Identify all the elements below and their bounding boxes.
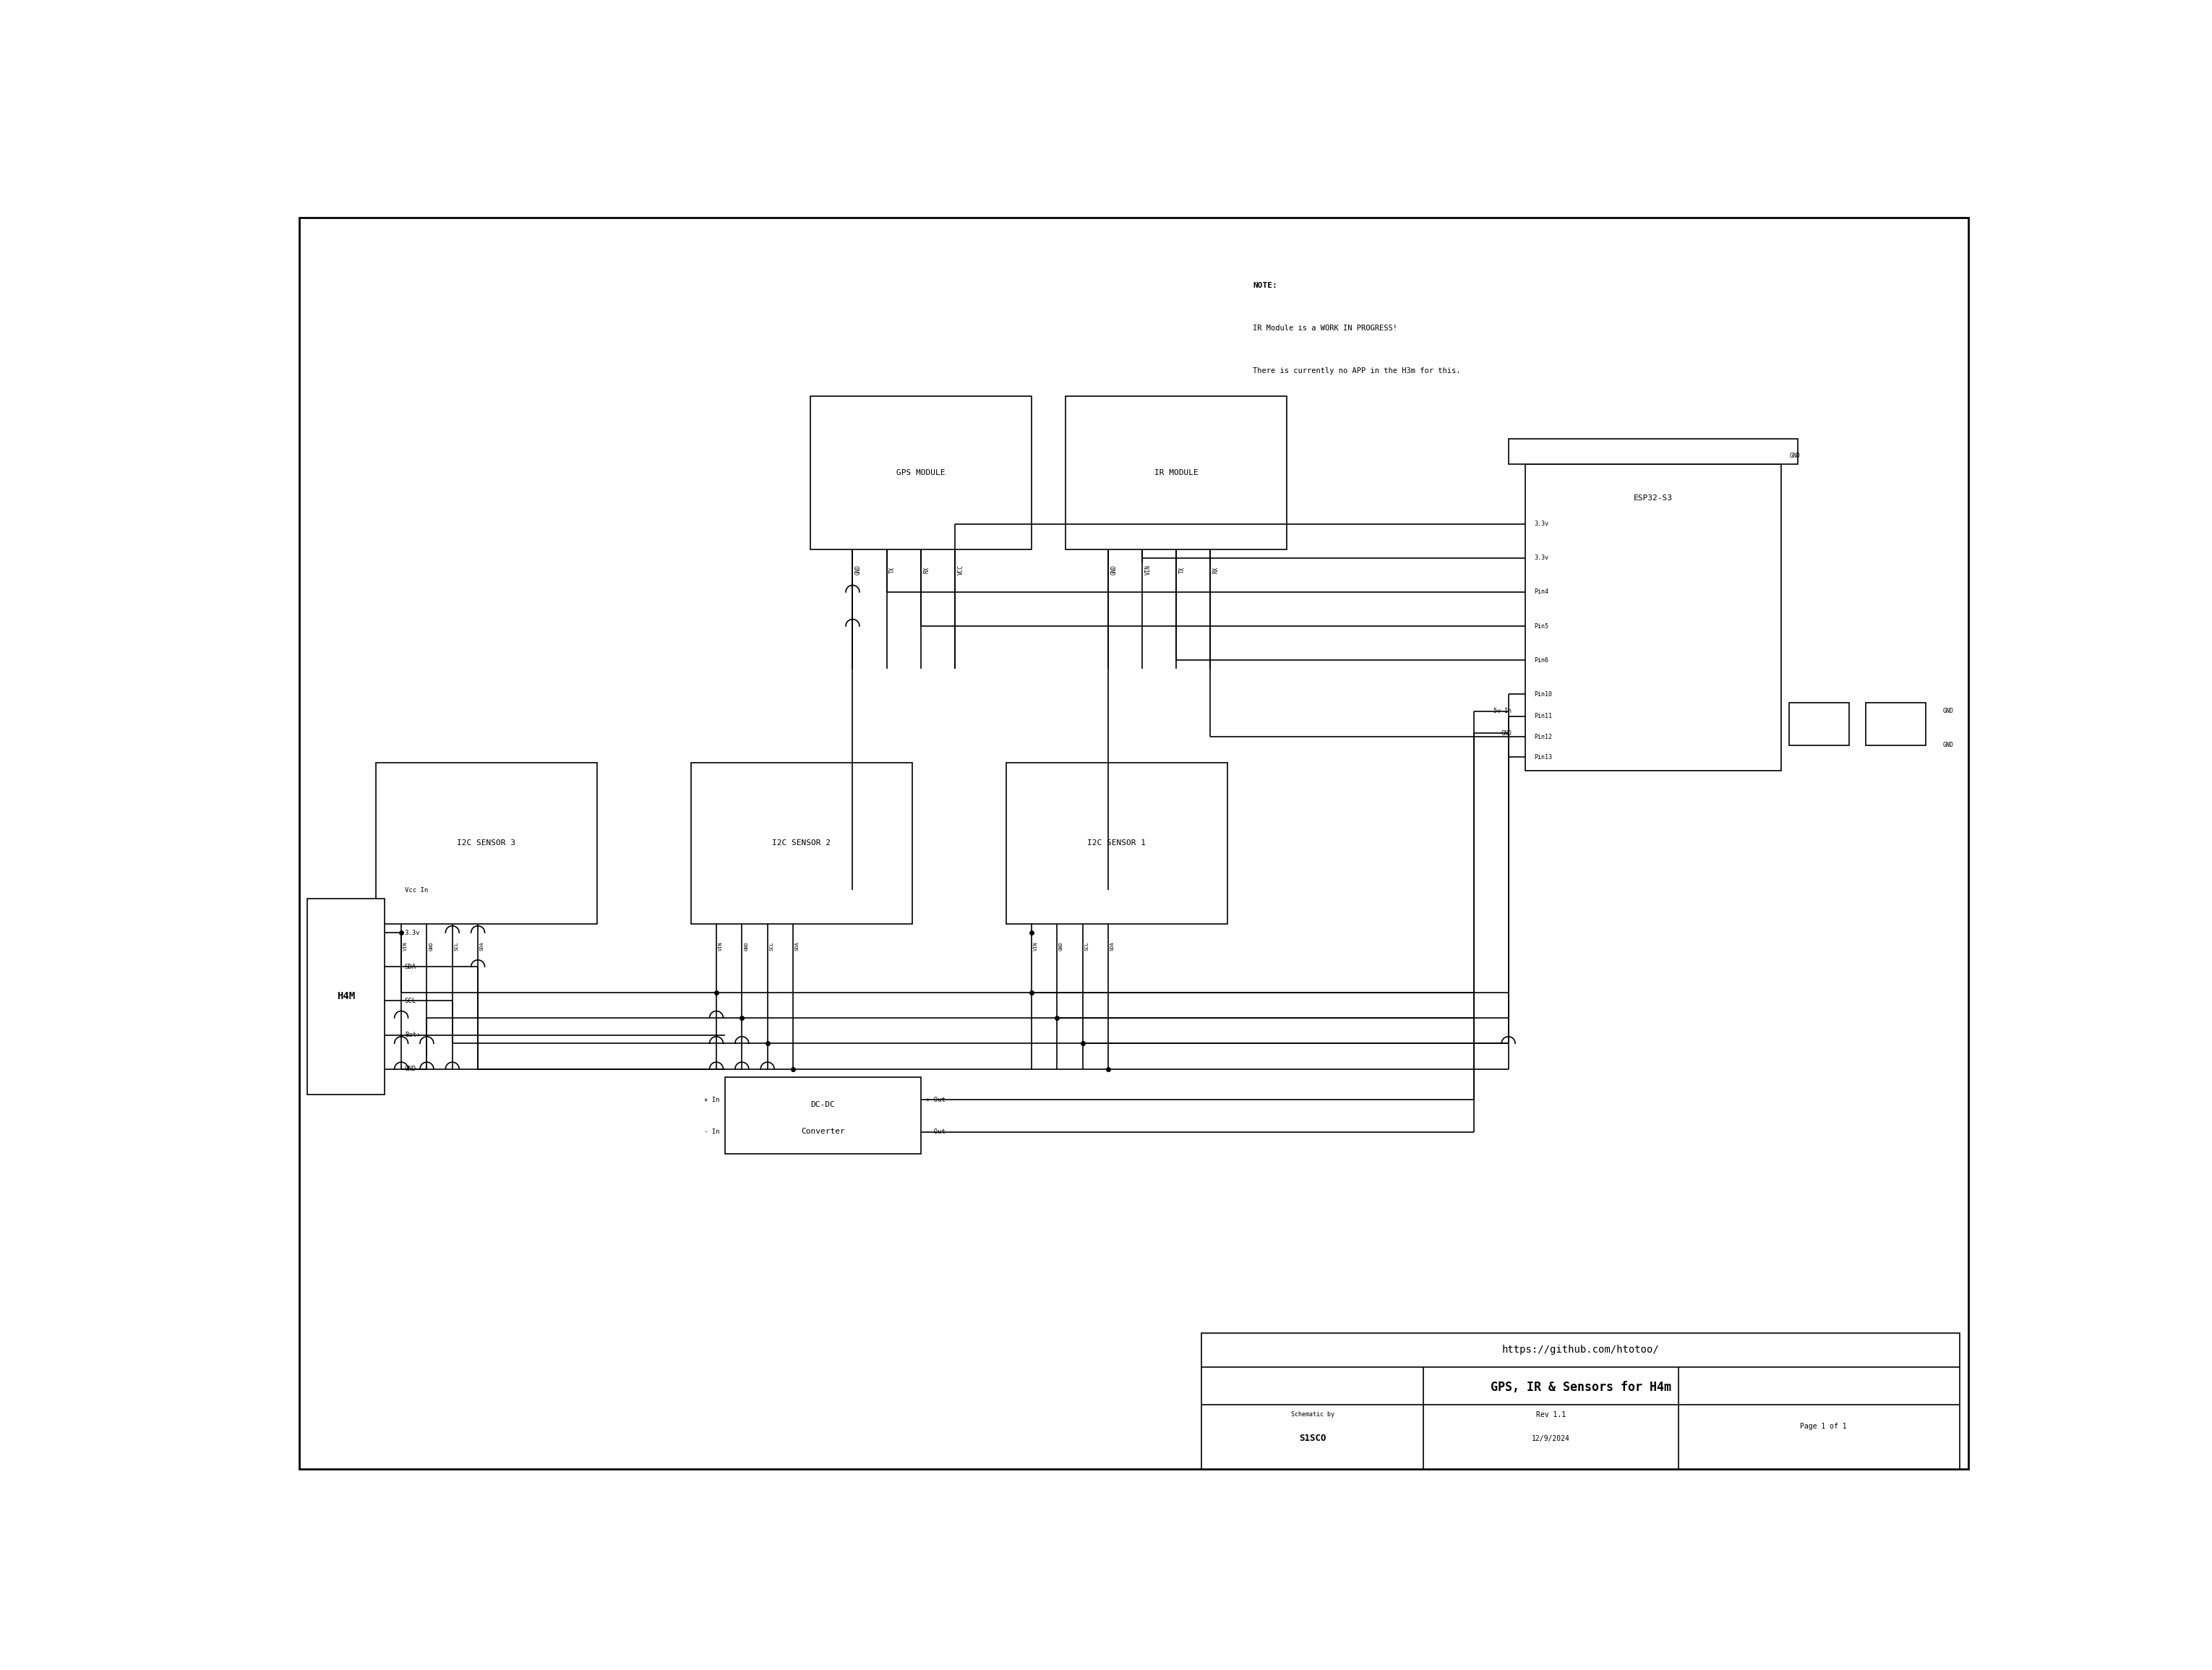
Text: GND: GND [743, 942, 748, 950]
Text: IR Module is a WORK IN PROGRESS!: IR Module is a WORK IN PROGRESS! [1252, 324, 1398, 332]
Text: - In: - In [703, 1129, 719, 1136]
Text: GPS MODULE: GPS MODULE [896, 469, 945, 476]
Bar [307, 898, 385, 1094]
Text: GND: GND [1790, 453, 1801, 459]
Text: I2C SENSOR 1: I2C SENSOR 1 [1088, 840, 1146, 847]
Text: VIN: VIN [1033, 942, 1037, 950]
Text: GND: GND [856, 564, 863, 574]
Text: GND: GND [1942, 708, 1953, 715]
Text: Pin12: Pin12 [1533, 733, 1553, 740]
Text: VIN: VIN [403, 942, 407, 950]
Text: SCL: SCL [1084, 942, 1088, 950]
Text: GND: GND [1060, 942, 1064, 950]
Text: VIN: VIN [719, 942, 723, 950]
Text: There is currently no APP in the H3m for this.: There is currently no APP in the H3m for… [1252, 367, 1460, 374]
Text: Pin6: Pin6 [1533, 656, 1548, 663]
Bar [1509, 439, 1798, 464]
Text: 3.3v: 3.3v [405, 930, 420, 935]
Text: SDA: SDA [1110, 942, 1115, 950]
Text: GND: GND [405, 1065, 416, 1072]
Text: SDA: SDA [405, 964, 416, 970]
Bar [1006, 762, 1228, 924]
Text: SDA: SDA [480, 942, 484, 950]
Text: Pin5: Pin5 [1533, 623, 1548, 630]
Bar [1526, 464, 1781, 772]
Bar [726, 1077, 920, 1154]
Text: TX: TX [889, 566, 896, 573]
Text: https://github.com/htotoo/: https://github.com/htotoo/ [1502, 1344, 1659, 1354]
Text: Bat+: Bat+ [405, 1032, 420, 1039]
Text: VCC: VCC [958, 564, 964, 574]
Text: Page 1 of 1: Page 1 of 1 [1801, 1423, 1847, 1430]
Text: 5v In: 5v In [1493, 708, 1511, 715]
Text: I2C SENSOR 3: I2C SENSOR 3 [458, 840, 515, 847]
Text: GND: GND [1942, 741, 1953, 748]
Text: SCL: SCL [453, 942, 458, 950]
Text: Vcc In: Vcc In [405, 887, 427, 893]
Bar [690, 762, 911, 924]
Bar [1867, 703, 1927, 745]
Text: GND: GND [429, 942, 434, 950]
Bar [1790, 703, 1849, 745]
Text: Pin10: Pin10 [1533, 691, 1553, 698]
Text: Pin11: Pin11 [1533, 713, 1553, 720]
Text: 12/9/2024: 12/9/2024 [1533, 1435, 1571, 1443]
Text: S1SCO: S1SCO [1298, 1435, 1325, 1443]
Text: SCL: SCL [770, 942, 774, 950]
Text: GND: GND [1502, 730, 1511, 736]
Text: 3.3v: 3.3v [1533, 521, 1548, 528]
Text: Pin13: Pin13 [1533, 753, 1553, 760]
Text: SDA: SDA [794, 942, 799, 950]
Text: GPS, IR & Sensors for H4m: GPS, IR & Sensors for H4m [1491, 1381, 1670, 1394]
Text: VIN: VIN [1146, 564, 1150, 574]
Text: DC-DC: DC-DC [810, 1101, 834, 1107]
Text: H4M: H4M [336, 992, 354, 1002]
Bar [1201, 1333, 1960, 1470]
Text: RX: RX [922, 566, 929, 573]
Text: Converter: Converter [801, 1127, 845, 1134]
Text: RX: RX [1212, 566, 1219, 573]
Text: IR MODULE: IR MODULE [1155, 469, 1199, 476]
Text: TX: TX [1179, 566, 1186, 573]
Text: SCL: SCL [405, 997, 416, 1004]
Text: NOTE:: NOTE: [1252, 282, 1276, 289]
Text: + In: + In [703, 1097, 719, 1102]
Text: 3.3v: 3.3v [1533, 554, 1548, 561]
Bar [1066, 396, 1287, 549]
Text: + Out: + Out [927, 1097, 945, 1102]
Text: - Out: - Out [927, 1129, 945, 1136]
Text: Rev 1.1: Rev 1.1 [1535, 1411, 1566, 1418]
Text: GND: GND [1110, 564, 1117, 574]
Text: Schematic by: Schematic by [1292, 1411, 1334, 1418]
Text: ESP32-S3: ESP32-S3 [1635, 494, 1672, 503]
Text: I2C SENSOR 2: I2C SENSOR 2 [772, 840, 832, 847]
Bar [376, 762, 597, 924]
Bar [810, 396, 1031, 549]
Text: Pin4: Pin4 [1533, 590, 1548, 595]
